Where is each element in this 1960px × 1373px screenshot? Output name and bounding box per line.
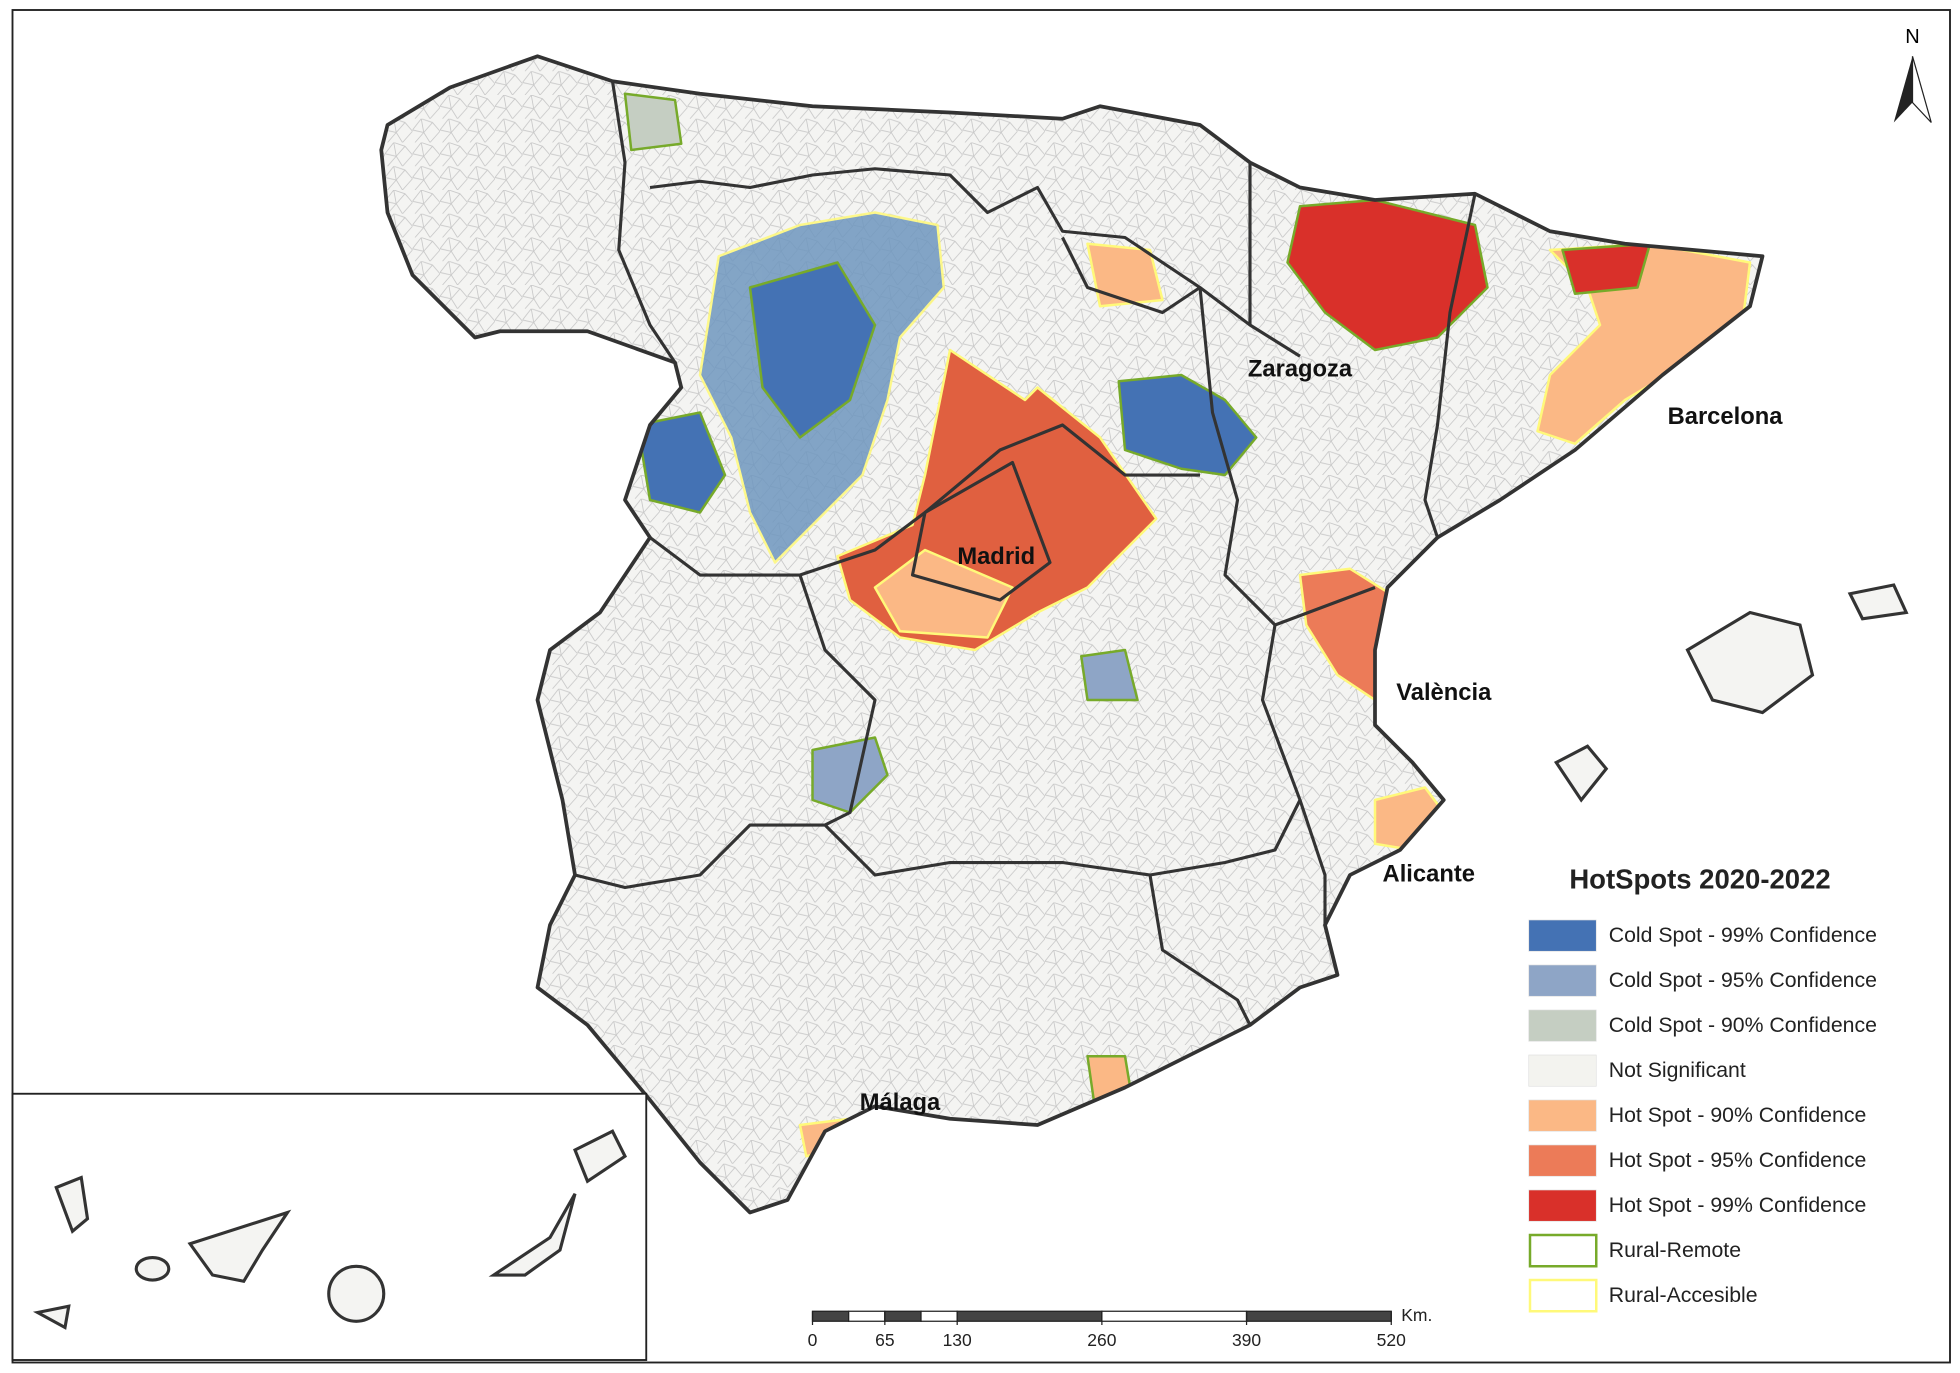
legend-swatch bbox=[1528, 1009, 1597, 1042]
city-label: Madrid bbox=[957, 543, 1035, 570]
legend-label: Hot Spot - 99% Confidence bbox=[1609, 1193, 1867, 1217]
legend-swatch bbox=[1528, 964, 1597, 997]
scale-segment bbox=[811, 1310, 850, 1322]
city-label: Barcelona bbox=[1668, 403, 1784, 430]
legend: HotSpots 2020-2022 Cold Spot - 99% Confid… bbox=[1528, 864, 1877, 1313]
city-label: Zaragoza bbox=[1248, 355, 1353, 382]
legend-label: Rural-Remote bbox=[1609, 1238, 1741, 1262]
legend-swatch bbox=[1528, 1189, 1597, 1222]
legend-swatch bbox=[1528, 1233, 1598, 1268]
balearic-islands bbox=[1553, 583, 1909, 803]
scale-tick-label: 390 bbox=[1232, 1330, 1261, 1350]
scale-unit: Km. bbox=[1401, 1305, 1432, 1325]
scale-segment bbox=[848, 1310, 886, 1322]
scale-segment bbox=[920, 1310, 958, 1322]
scale-bar: 0 65 130 260 390 520 Km. bbox=[808, 1305, 1433, 1350]
region-borders bbox=[574, 81, 1477, 1026]
legend-swatch bbox=[1528, 1099, 1597, 1132]
legend-label: Not Significant bbox=[1609, 1058, 1746, 1082]
legend-swatch bbox=[1528, 1054, 1597, 1087]
scale-tick-label: 0 bbox=[808, 1330, 818, 1350]
legend-label: Cold Spot - 90% Confidence bbox=[1609, 1013, 1877, 1037]
scale-tick-label: 65 bbox=[875, 1330, 894, 1350]
scale-tick-label: 130 bbox=[943, 1330, 972, 1350]
legend-swatch bbox=[1528, 919, 1597, 952]
scale-tick-label: 260 bbox=[1087, 1330, 1116, 1350]
scale-segment bbox=[1101, 1310, 1248, 1322]
north-arrow: N bbox=[1893, 26, 1932, 123]
city-label: Alicante bbox=[1383, 860, 1475, 887]
scale-segment bbox=[956, 1310, 1103, 1322]
legend-swatch bbox=[1528, 1144, 1597, 1177]
city-labels: Zaragoza Barcelona Madrid València Alicante M… bbox=[860, 355, 1783, 1116]
north-label: N bbox=[1905, 26, 1919, 48]
scale-tick-label: 520 bbox=[1377, 1330, 1406, 1350]
inset bbox=[11, 1092, 648, 1361]
legend-swatch bbox=[1528, 1278, 1598, 1313]
legend-label: Rural-Accesible bbox=[1609, 1283, 1758, 1307]
city-label: València bbox=[1396, 679, 1492, 706]
hotspot-areas bbox=[623, 92, 1752, 1158]
scale-segment bbox=[884, 1310, 922, 1322]
legend-label: Hot Spot - 90% Confidence bbox=[1609, 1103, 1867, 1127]
legend-label: Cold Spot - 95% Confidence bbox=[1609, 968, 1877, 992]
scale-segment bbox=[1245, 1310, 1392, 1322]
legend-label: Cold Spot - 99% Confidence bbox=[1609, 923, 1877, 947]
legend-title: HotSpots 2020-2022 bbox=[1569, 864, 1830, 895]
legend-label: Hot Spot - 95% Confidence bbox=[1609, 1148, 1867, 1172]
city-label: Málaga bbox=[860, 1089, 941, 1116]
